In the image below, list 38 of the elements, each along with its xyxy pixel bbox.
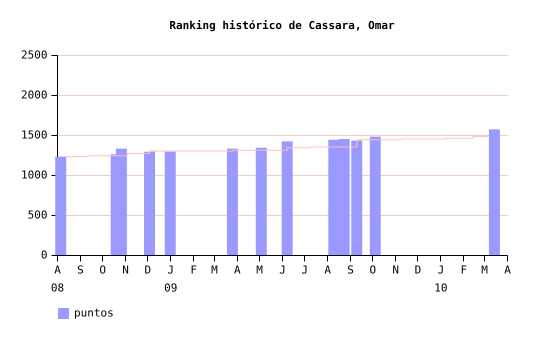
y-tick-label: 2500 (21, 48, 48, 62)
bar (282, 141, 293, 255)
legend-label: puntos (74, 306, 114, 320)
x-tick-label: M (481, 264, 488, 276)
x-tick-label: J 09 (164, 264, 178, 294)
x-tick-label: J (279, 264, 286, 276)
x-tick-label: A (504, 264, 512, 276)
x-tick-label: A 08 (50, 264, 64, 294)
x-tick-label: N (392, 264, 400, 276)
x-tick-label: J (301, 264, 308, 276)
x-tick-label: J 10 (434, 264, 448, 294)
x-tick-label: D (414, 264, 422, 276)
y-tick-label: 500 (28, 208, 48, 222)
y-tick-label: 1500 (21, 128, 48, 142)
x-tick-label: S (77, 264, 84, 276)
y-tick-label: 1000 (21, 168, 48, 182)
x-tick-label: M (256, 264, 264, 276)
x-tick-label: S (347, 264, 354, 276)
y-tick-label: 2000 (21, 88, 48, 102)
bar (226, 148, 238, 255)
bar (370, 136, 381, 255)
x-tick-label: F (190, 264, 197, 276)
x-tick-label: F (460, 264, 468, 276)
x-tick-label: M (211, 264, 218, 276)
y-tick-label: 0 (40, 248, 48, 262)
x-tick-label: O (369, 264, 376, 276)
bar (144, 152, 156, 255)
bar (55, 156, 66, 255)
x-tick-label: A (234, 264, 242, 276)
bar (488, 129, 500, 255)
x-tick-label: O (99, 264, 106, 276)
chart-title: Ranking histórico de Cassara, Omar (169, 19, 395, 32)
bar (164, 152, 176, 255)
x-tick-label: N (122, 264, 129, 276)
x-tick-label: D (144, 264, 152, 276)
bar (351, 140, 362, 255)
bar (256, 148, 267, 255)
x-tick-label: A (324, 264, 332, 276)
